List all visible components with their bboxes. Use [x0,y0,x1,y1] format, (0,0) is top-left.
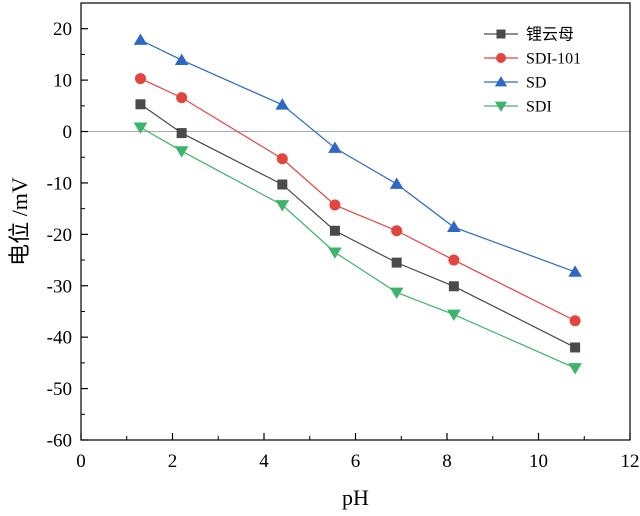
data-point-s3-1 [174,146,189,158]
legend-label-0: 锂云母 [526,26,574,44]
data-point-s2-0 [133,33,148,45]
y-tick-label: -20 [47,225,72,246]
data-point-s2-3 [328,141,342,153]
series-0 [135,99,581,353]
legend-label-1: SDI-101 [526,51,581,68]
legend-marker-1 [496,53,506,63]
series-line-1 [140,78,576,322]
data-point-s0-2 [277,179,288,190]
data-point-s3-2 [275,200,290,212]
data-point-s3-5 [447,309,461,322]
data-point-s1-6 [569,315,581,327]
y-tick-label: -60 [47,431,72,452]
legend-marker-3 [494,101,508,112]
legend: 锂云母 SDI-101 SD SDI [484,26,581,116]
legend-label-3: SDI [526,99,552,116]
x-tick-label: 12 [621,451,640,472]
axis-layer: 0 2 4 6 8 10 12 -60 -50 -40 -30 -20 -10 0 10 20 [47,2,640,472]
data-point-s0-6 [570,342,581,353]
y-tick-label: -10 [47,173,72,194]
series-line-0 [140,103,576,348]
data-point-s3-4 [389,287,404,299]
series-3 [133,122,582,375]
x-tick-label: 2 [168,451,178,472]
series-line-2 [140,39,576,273]
x-tick-label: 8 [442,451,452,472]
data-point-s2-6 [568,265,582,277]
data-point-s1-4 [391,225,403,237]
data-point-s2-5 [447,220,461,233]
x-axis-title: pH [342,485,369,510]
y-axis-title: 电位 /mV [7,177,32,266]
data-point-s2-1 [174,53,189,65]
series-2 [133,33,582,277]
series-layer [133,33,582,375]
data-point-s2-4 [389,177,404,189]
data-point-s1-1 [176,92,188,104]
legend-marker-2 [494,76,508,87]
y-tick-label: 10 [53,71,72,92]
data-point-s1-2 [276,153,288,165]
x-tick-label: 4 [259,451,269,472]
series-1 [134,73,581,327]
data-point-s1-3 [329,199,341,211]
y-tick-label: 20 [53,19,72,40]
data-point-s0-1 [176,128,187,139]
y-tick-label: -40 [47,328,72,349]
data-point-s1-0 [134,73,146,85]
plot-frame [80,2,631,441]
y-tick-label: 0 [63,122,73,143]
data-point-s0-4 [391,257,402,268]
data-point-s3-3 [328,247,342,259]
x-tick-label: 10 [529,451,548,472]
x-tick-label: 0 [76,451,86,472]
data-point-s3-0 [133,122,148,134]
data-point-s0-0 [135,99,146,110]
y-tick-label: -30 [47,276,72,297]
y-tick-label: -50 [47,379,72,400]
data-point-s2-2 [275,98,290,110]
legend-label-2: SD [526,75,546,92]
x-tick-label: 6 [351,451,361,472]
data-point-s1-5 [448,254,460,266]
data-point-s0-3 [329,225,340,236]
data-point-s0-5 [448,281,459,292]
data-point-s3-6 [568,363,582,375]
legend-marker-0 [496,29,506,39]
